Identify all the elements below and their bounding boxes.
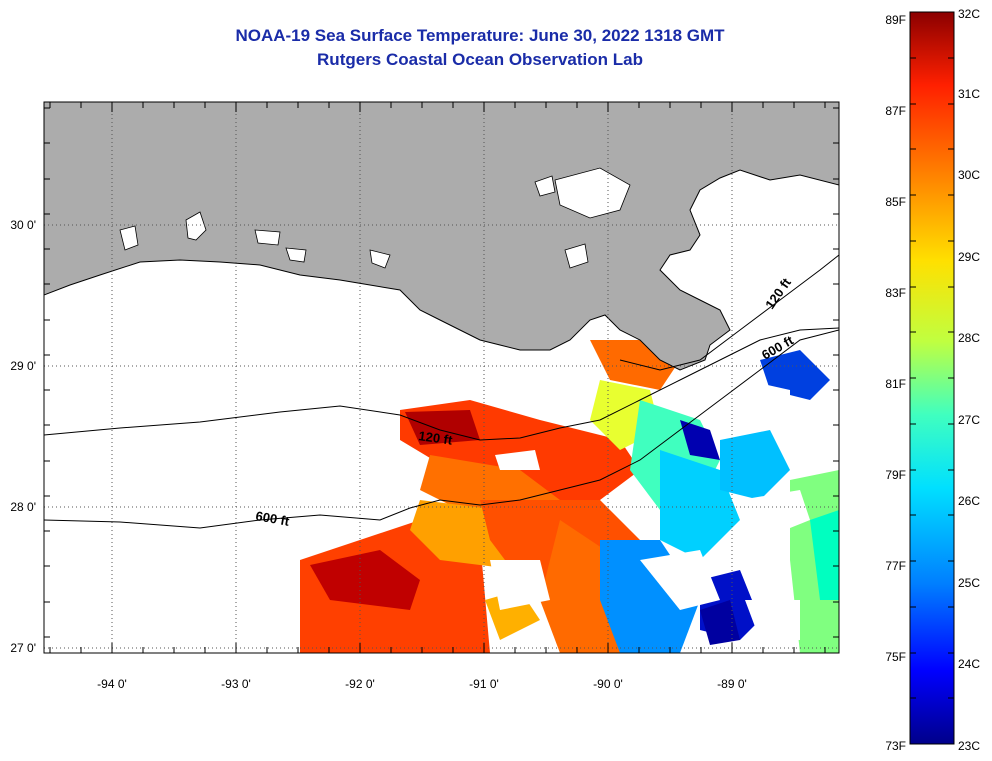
land-mass xyxy=(44,102,839,371)
temperature-colorbar: 89F 87F 85F 83F 81F 79F 77F 75F 73F 32C … xyxy=(885,7,980,753)
lat-tick-label: 30 0' xyxy=(10,218,36,232)
contour-label: 120 ft xyxy=(418,428,454,448)
lon-tick-label: -89 0' xyxy=(717,677,747,691)
fahrenheit-label: 81F xyxy=(885,377,906,391)
celsius-label: 28C xyxy=(958,331,980,345)
map-title: NOAA-19 Sea Surface Temperature: June 30… xyxy=(235,26,725,45)
fahrenheit-label: 83F xyxy=(885,286,906,300)
lat-tick-label: 27 0' xyxy=(10,641,36,655)
fahrenheit-label: 77F xyxy=(885,559,906,573)
celsius-label: 23C xyxy=(958,739,980,753)
fahrenheit-label: 87F xyxy=(885,104,906,118)
fahrenheit-label: 79F xyxy=(885,468,906,482)
celsius-label: 32C xyxy=(958,7,980,21)
plot-frame xyxy=(43,101,840,654)
fahrenheit-label: 89F xyxy=(885,13,906,27)
lon-tick-label: -93 0' xyxy=(221,677,251,691)
celsius-label: 25C xyxy=(958,576,980,590)
fahrenheit-label: 73F xyxy=(885,739,906,753)
celsius-label: 31C xyxy=(958,87,980,101)
lon-tick-label: -91 0' xyxy=(469,677,499,691)
colorbar-ticks xyxy=(910,11,954,745)
contour-label: 600 ft xyxy=(254,508,291,529)
celsius-label: 27C xyxy=(958,413,980,427)
grid-lines xyxy=(44,102,839,653)
map-subtitle: Rutgers Coastal Ocean Observation Lab xyxy=(317,50,643,69)
fahrenheit-label: 75F xyxy=(885,650,906,664)
lat-axis: 30 0' 29 0' 28 0' 27 0' xyxy=(10,218,36,655)
lon-axis: -94 0' -93 0' -92 0' -91 0' -90 0' -89 0… xyxy=(97,677,747,691)
lat-tick-label: 29 0' xyxy=(10,359,36,373)
fahrenheit-label: 85F xyxy=(885,195,906,209)
tick-marks xyxy=(44,102,839,653)
lat-tick-label: 28 0' xyxy=(10,500,36,514)
celsius-label: 30C xyxy=(958,168,980,182)
cloud-mask xyxy=(490,380,810,640)
lon-tick-label: -90 0' xyxy=(593,677,623,691)
lon-tick-label: -94 0' xyxy=(97,677,127,691)
colorbar-gradient xyxy=(909,11,955,745)
celsius-label: 29C xyxy=(958,250,980,264)
depth-contours xyxy=(44,254,839,529)
lon-tick-label: -92 0' xyxy=(345,677,375,691)
celsius-label: 26C xyxy=(958,494,980,508)
inland-water xyxy=(119,167,631,269)
celsius-label: 24C xyxy=(958,657,980,671)
